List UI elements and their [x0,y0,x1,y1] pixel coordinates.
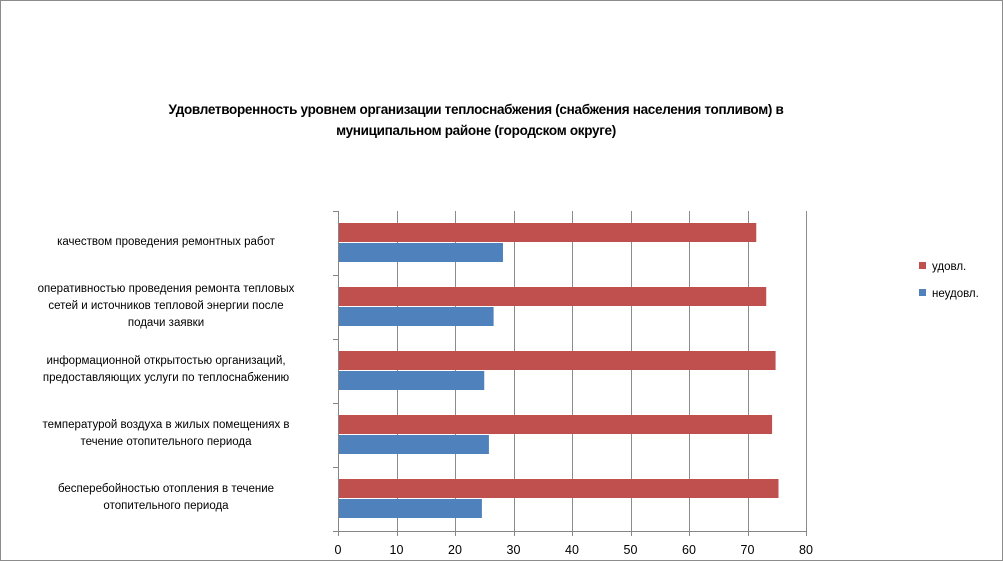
bar-satisfied [339,223,757,242]
bar-unsatisfied [339,499,482,518]
x-tick-label: 10 [390,543,404,557]
category-label-line: подачи заявки [127,316,205,329]
bar-satisfied [339,479,779,498]
category-label-line: информационной открытостью организаций, [46,355,286,367]
x-tick-label: 80 [799,543,813,557]
category-label: температурой воздуха в жилых помещениях … [7,417,325,451]
bar-unsatisfied [339,243,503,262]
category-label-line: оперативностью проведения ремонта теплов… [37,282,295,295]
category-label-line: бесперебойностью отопления в течение [57,483,275,495]
category-label: бесперебойностью отопления в течение отоп… [7,481,325,515]
bar-unsatisfied [339,307,494,326]
chart-title: Удовлетворенность уровнем организации те… [81,99,871,141]
x-tick-label: 50 [624,543,638,557]
legend-label: неудовл. [932,288,979,300]
legend-swatch [919,262,926,269]
category-label: информационной открытостью организаций, п… [7,353,325,387]
legend-item: удовл. [919,260,966,274]
bar-satisfied [339,287,767,306]
category-label-line: течение отопительного периода [80,436,252,448]
legend-item: неудовл. [919,287,979,301]
bar-satisfied [339,351,776,370]
x-tick-label: 40 [565,543,579,557]
x-tick-label: 60 [682,543,696,557]
bar-unsatisfied [339,435,489,454]
category-label-line: сетей и источников тепловой энергии посл… [48,299,284,312]
x-tick-label: 20 [448,543,462,557]
legend-swatch [919,289,926,296]
category-label: качеством проведения ремонтных работ [7,234,325,251]
category-label: оперативностью проведения ремонта теплов… [7,281,325,332]
x-tick-label: 0 [335,543,342,557]
legend-label: удовл. [932,261,967,273]
chart-title-line-1: Удовлетворенность уровнем организации те… [168,102,784,117]
category-label-line: предоставляющих услуги по теплоснабжению [42,372,290,384]
bar-satisfied [339,415,773,434]
bar-unsatisfied [339,371,485,390]
category-label-line: качеством проведения ремонтных работ [57,235,275,248]
category-label-line: отопительного периода [103,500,229,512]
category-label-line: температурой воздуха в жилых помещениях … [42,419,290,431]
x-tick-label: 70 [741,543,755,557]
x-tick-label: 30 [507,543,521,557]
chart-title-line-2: муниципальном районе (городском округе) [336,123,616,138]
